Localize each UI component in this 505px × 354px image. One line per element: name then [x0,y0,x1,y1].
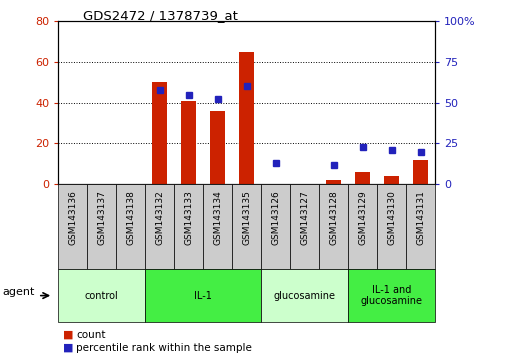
Bar [203,184,232,269]
Text: ■: ■ [63,330,74,339]
Text: GSM143131: GSM143131 [415,190,424,245]
Bar [413,160,427,184]
Text: GSM143135: GSM143135 [242,190,250,245]
Bar [58,184,87,269]
Text: GSM143136: GSM143136 [68,190,77,245]
Bar [261,269,347,322]
Bar [347,269,434,322]
Bar [232,184,261,269]
Bar [406,184,434,269]
Text: glucosamine: glucosamine [273,291,335,301]
Text: GSM143130: GSM143130 [386,190,395,245]
Text: percentile rank within the sample: percentile rank within the sample [76,343,251,353]
Bar [145,184,174,269]
Bar [239,52,254,184]
Text: IL-1 and
glucosamine: IL-1 and glucosamine [360,285,422,307]
Bar [152,82,167,184]
Text: GSM143126: GSM143126 [271,190,280,245]
Text: count: count [76,330,105,339]
Text: GSM143133: GSM143133 [184,190,193,245]
Bar [174,184,203,269]
Bar [210,111,225,184]
Bar [145,269,261,322]
Bar [87,184,116,269]
Text: GSM143128: GSM143128 [329,190,337,245]
Bar [181,101,195,184]
Bar [355,172,369,184]
Text: GSM143134: GSM143134 [213,190,222,245]
Text: GSM143127: GSM143127 [299,190,309,245]
Text: GDS2472 / 1378739_at: GDS2472 / 1378739_at [83,9,238,22]
Text: agent: agent [3,287,35,297]
Bar [261,184,289,269]
Bar [326,180,340,184]
Bar [384,176,398,184]
Text: GSM143129: GSM143129 [358,190,367,245]
Bar [319,184,347,269]
Text: control: control [85,291,118,301]
Bar [58,269,145,322]
Text: ■: ■ [63,343,74,353]
Bar [376,184,406,269]
Text: IL-1: IL-1 [194,291,212,301]
Text: GSM143132: GSM143132 [155,190,164,245]
Bar [289,184,319,269]
Bar [347,184,376,269]
Bar [116,184,145,269]
Text: GSM143137: GSM143137 [97,190,106,245]
Text: GSM143138: GSM143138 [126,190,135,245]
